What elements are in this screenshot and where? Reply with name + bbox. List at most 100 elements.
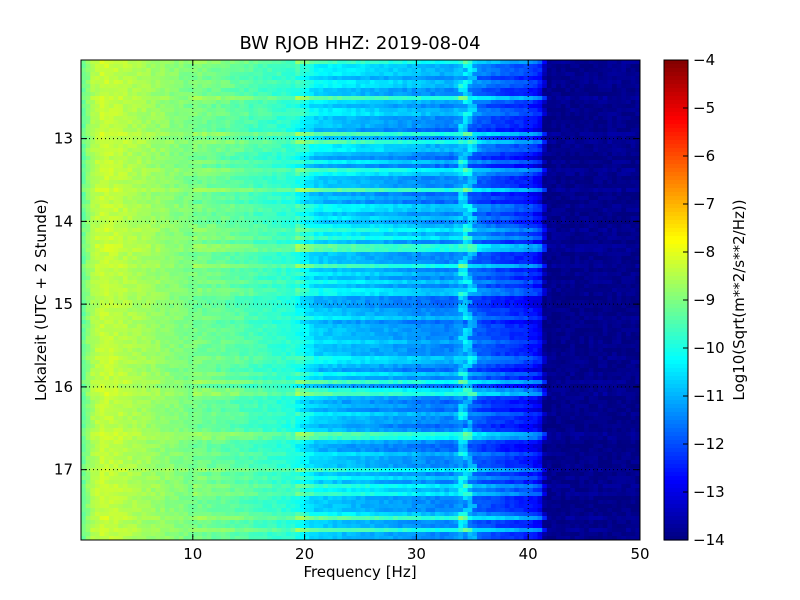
heatmap-cell xyxy=(351,200,357,205)
heatmap-cell xyxy=(523,132,529,137)
heatmap-cell xyxy=(253,64,259,69)
heatmap-cell xyxy=(574,96,581,101)
heatmap-cell xyxy=(570,72,576,77)
heatmap-cell xyxy=(127,100,133,105)
heatmap-cell xyxy=(192,84,199,89)
heatmap-cell xyxy=(94,208,101,213)
heatmap-cell xyxy=(136,100,143,105)
heatmap-cell xyxy=(472,156,478,161)
heatmap-cell xyxy=(248,136,254,141)
heatmap-cell xyxy=(383,128,390,133)
heatmap-cell xyxy=(132,144,138,149)
heatmap-cell xyxy=(206,208,213,213)
heatmap-cell xyxy=(626,112,632,117)
heatmap-cell xyxy=(602,88,608,93)
heatmap-cell xyxy=(206,180,213,185)
heatmap-cell xyxy=(504,156,511,161)
heatmap-cell xyxy=(486,64,492,69)
heatmap-cell xyxy=(318,72,324,77)
heatmap-cell xyxy=(113,72,119,77)
heatmap-cell xyxy=(449,144,455,149)
heatmap-cell xyxy=(528,172,534,177)
heatmap-cell xyxy=(94,148,101,153)
heatmap-cell xyxy=(393,164,399,169)
heatmap-cell xyxy=(514,76,520,81)
heatmap-cell xyxy=(127,156,133,161)
heatmap-cell xyxy=(607,68,613,73)
heatmap-cell xyxy=(416,112,422,117)
heatmap-cell xyxy=(411,176,417,181)
heatmap-cell xyxy=(500,120,506,125)
heatmap-cell xyxy=(318,120,324,125)
heatmap-cell xyxy=(476,104,483,109)
heatmap-cell xyxy=(122,216,129,221)
heatmap-cell xyxy=(281,140,287,145)
heatmap-cell xyxy=(118,172,124,177)
heatmap-cell xyxy=(551,196,557,201)
heatmap-cell xyxy=(160,152,166,157)
heatmap-cell xyxy=(202,200,208,205)
heatmap-cell xyxy=(518,68,525,73)
heatmap-cell xyxy=(574,88,581,93)
heatmap-cell xyxy=(313,108,320,113)
heatmap-cell xyxy=(197,124,203,129)
heatmap-cell xyxy=(551,76,557,81)
heatmap-cell xyxy=(421,152,427,157)
heatmap-cell xyxy=(337,108,343,113)
heatmap-cell xyxy=(379,84,385,89)
heatmap-cell xyxy=(546,144,553,149)
heatmap-cell xyxy=(355,64,362,69)
heatmap-cell xyxy=(192,216,199,221)
heatmap-cell xyxy=(383,220,390,225)
heatmap-cell xyxy=(635,144,640,149)
heatmap-cell xyxy=(132,108,138,113)
heatmap-cell xyxy=(528,88,534,93)
heatmap-cell xyxy=(425,100,431,105)
heatmap-cell xyxy=(523,200,529,205)
heatmap-cell xyxy=(81,168,87,173)
heatmap-cell xyxy=(192,136,199,141)
heatmap-cell xyxy=(216,128,222,133)
heatmap-cell xyxy=(127,116,133,121)
heatmap-cell xyxy=(295,156,301,161)
heatmap-cell xyxy=(602,148,608,153)
heatmap-cell xyxy=(202,124,208,129)
heatmap-cell xyxy=(630,88,636,93)
heatmap-cell xyxy=(94,196,101,201)
heatmap-cell xyxy=(500,96,506,101)
heatmap-cell xyxy=(495,80,501,85)
heatmap-cell xyxy=(290,68,296,73)
heatmap-cell xyxy=(593,204,599,209)
heatmap-cell xyxy=(262,100,268,105)
heatmap-cell xyxy=(635,96,640,101)
heatmap-cell xyxy=(360,168,366,173)
heatmap-cell xyxy=(337,220,343,225)
heatmap-cell xyxy=(295,72,301,77)
heatmap-cell xyxy=(174,92,180,97)
heatmap-cell xyxy=(579,208,585,213)
heatmap-cell xyxy=(169,68,175,73)
heatmap-cell xyxy=(602,164,608,169)
heatmap-cell xyxy=(267,156,273,161)
heatmap-cell xyxy=(211,192,217,197)
heatmap-cell xyxy=(481,128,487,133)
heatmap-cell xyxy=(635,92,640,97)
heatmap-cell xyxy=(337,128,343,133)
heatmap-cell xyxy=(467,176,473,181)
heatmap-cell xyxy=(267,224,273,229)
heatmap-cell xyxy=(211,208,217,213)
heatmap-cell xyxy=(500,204,506,209)
heatmap-cell xyxy=(220,148,227,153)
heatmap-cell xyxy=(537,180,543,185)
heatmap-cell xyxy=(369,84,376,89)
heatmap-cell xyxy=(188,108,194,113)
heatmap-cell xyxy=(397,156,404,161)
heatmap-cell xyxy=(118,168,124,173)
heatmap-cell xyxy=(90,140,96,145)
heatmap-cell xyxy=(285,204,292,209)
heatmap-cell xyxy=(136,172,143,177)
heatmap-cell xyxy=(514,200,520,205)
heatmap-cell xyxy=(509,120,515,125)
heatmap-cell xyxy=(504,148,511,153)
heatmap-cell xyxy=(225,180,231,185)
